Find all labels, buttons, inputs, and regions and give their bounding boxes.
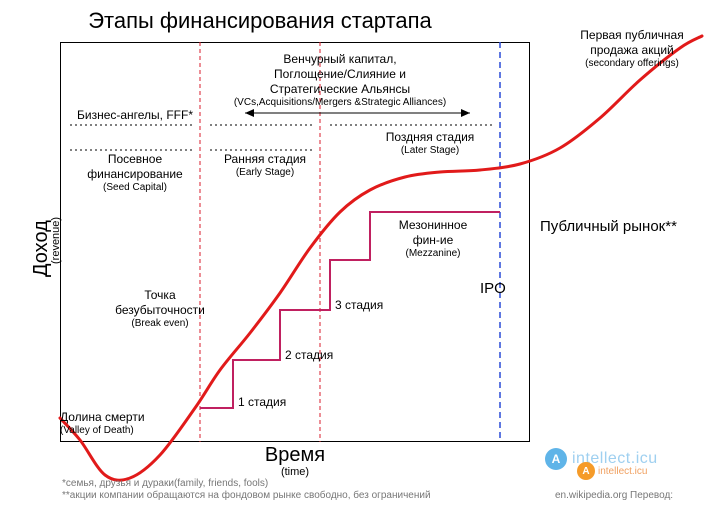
footnote-1: **акции компании обращаются на фондовом … xyxy=(62,490,431,501)
footnote-2: en.wikipedia.org Перевод: xyxy=(555,490,673,501)
label-mezz: Мезонинноефин-ие(Mezzanine) xyxy=(378,218,488,261)
watermark-badge-orange: A xyxy=(577,462,595,480)
chart-title: Этапы финансирования стартапа xyxy=(0,8,520,34)
label-valley: Долина смерти(Valley of Death) xyxy=(60,410,190,438)
label-secondary: Первая публичнаяпродажа акций(secondary … xyxy=(552,28,711,71)
x-axis-sublabel: (time) xyxy=(60,466,530,478)
label-ipo: IPO xyxy=(480,280,540,299)
watermark-badge-blue: A xyxy=(545,448,567,470)
watermark-text-2: intellect.icu xyxy=(598,466,647,477)
footnote-0: *семья, друзья и дураки(family, friends,… xyxy=(62,478,268,489)
label-angels: Бизнес-ангелы, FFF* xyxy=(70,108,200,123)
label-stage1: 1 стадия xyxy=(238,395,308,410)
label-stage2: 2 стадия xyxy=(285,348,355,363)
label-breakeven: Точкабезубыточности(Break even) xyxy=(100,288,220,331)
label-early: Ранняя стадия(Early Stage) xyxy=(210,152,320,180)
y-axis-sublabel: (revenue) xyxy=(50,217,62,264)
label-stage3: 3 стадия xyxy=(335,298,405,313)
label-later: Поздняя стадия(Later Stage) xyxy=(370,130,490,158)
x-axis-label: Время xyxy=(60,444,530,467)
label-vc: Венчурный капитал,Поглощение/Слияние иСт… xyxy=(210,52,470,110)
label-public: Публичный рынок** xyxy=(540,218,710,237)
label-seed: Посевноефинансирование(Seed Capital) xyxy=(70,152,200,195)
